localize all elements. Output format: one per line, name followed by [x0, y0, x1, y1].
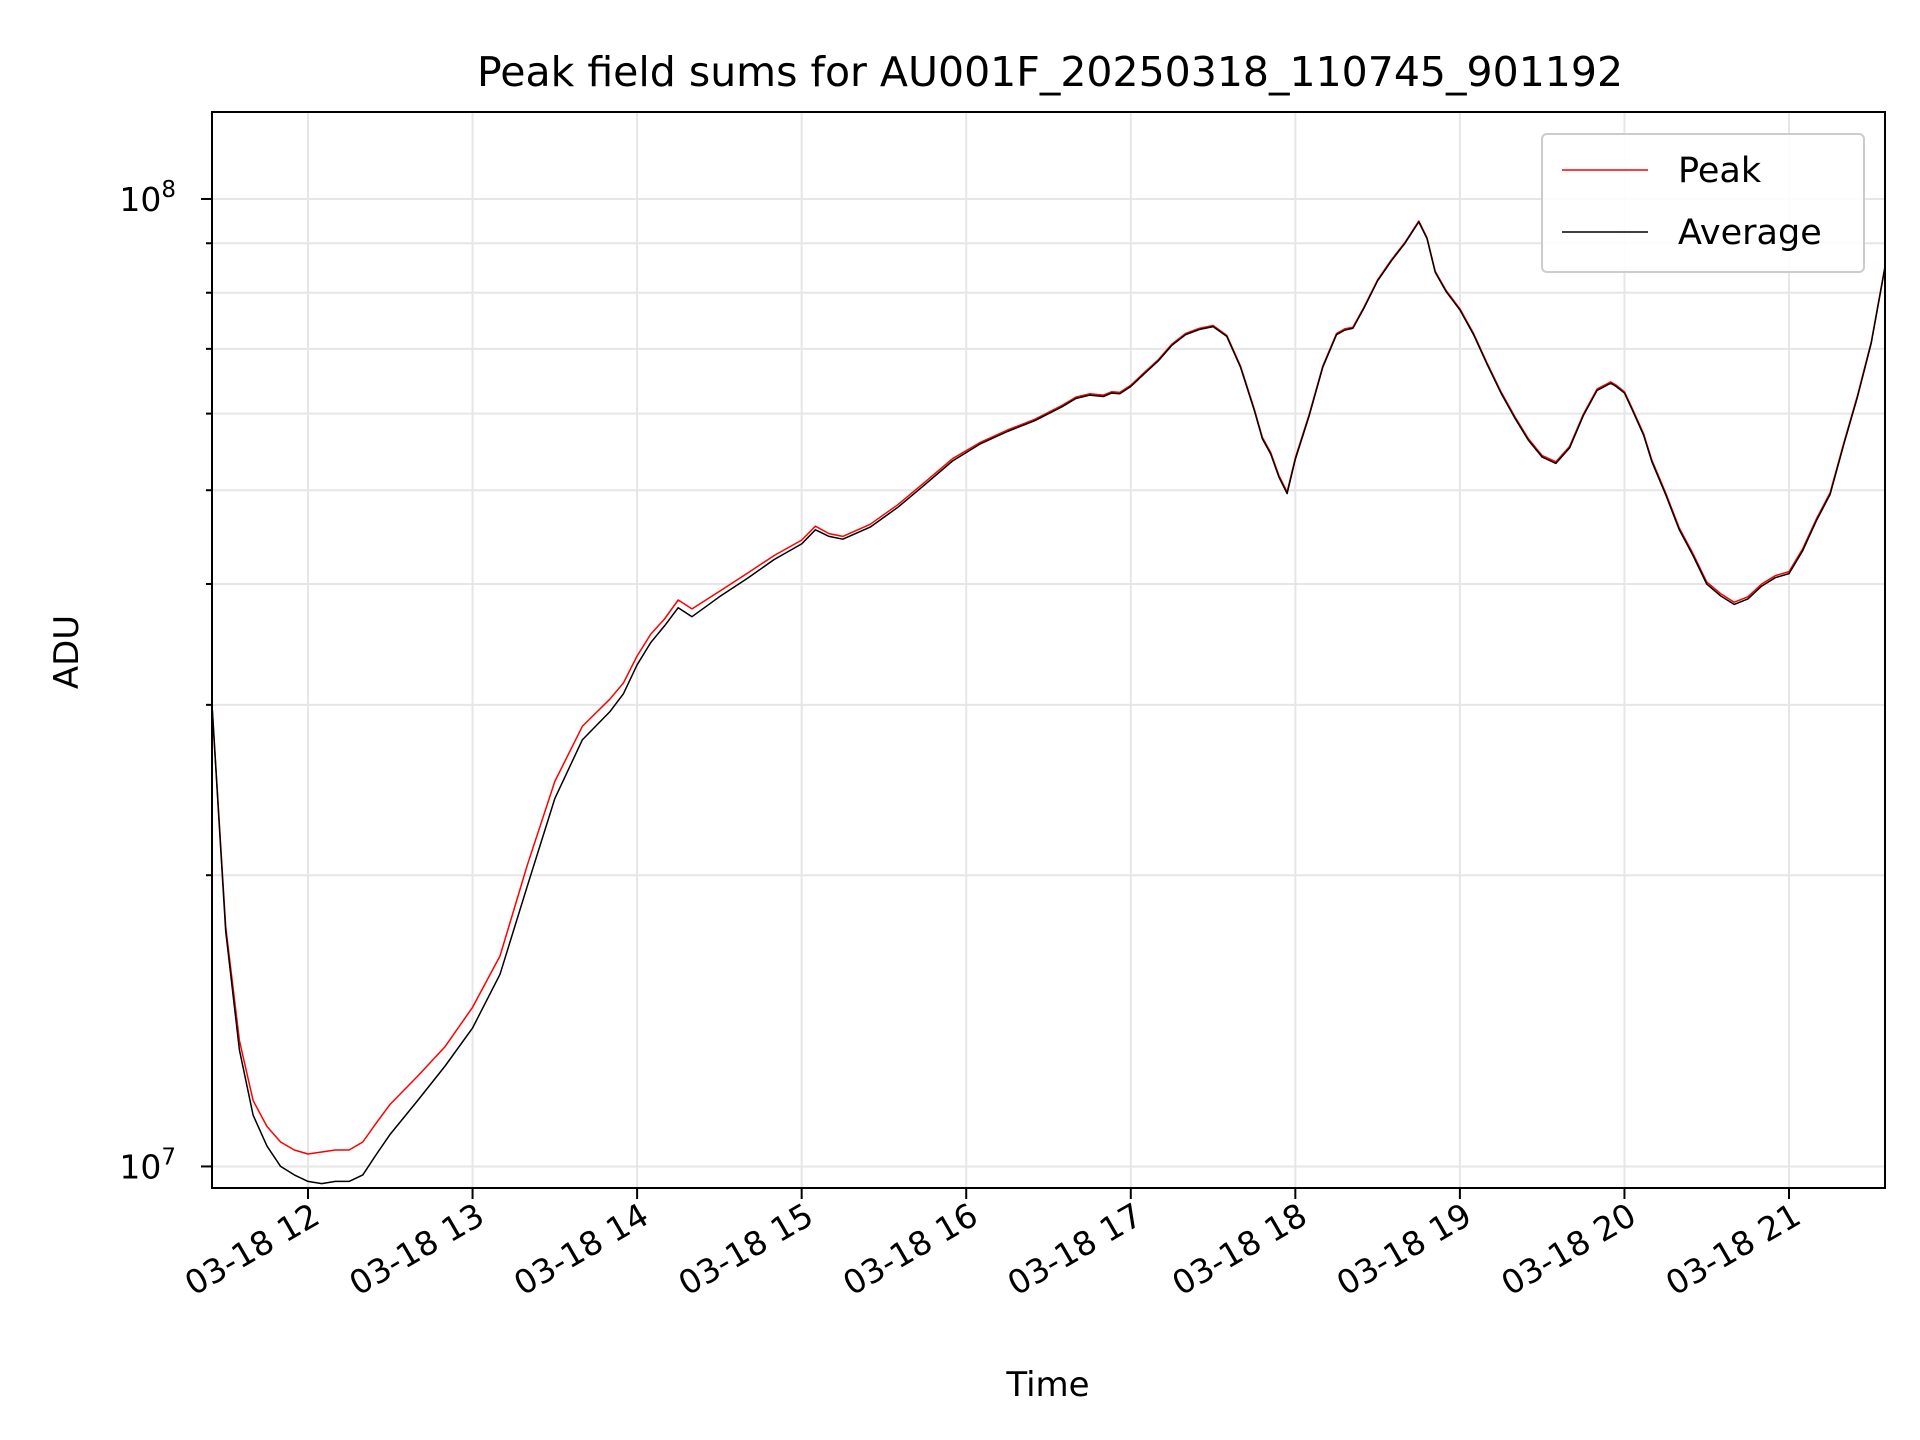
chart-title: Peak field sums for AU001F_20250318_1107…	[477, 48, 1623, 96]
x-axis-label: Time	[1005, 1365, 1089, 1405]
series-layer	[211, 220, 1886, 1185]
legend-box	[1541, 133, 1865, 273]
plot-frame	[211, 111, 1886, 1189]
y-axis: 107 108	[119, 177, 212, 1186]
series-line-average	[211, 221, 1886, 1185]
y-tick-label: 108	[119, 177, 176, 219]
grid	[212, 112, 1885, 1188]
legend-label-average: Average	[1678, 213, 1822, 253]
legend-label-peak: Peak	[1678, 151, 1762, 191]
y-axis-label: ADU	[47, 615, 87, 689]
y-tick-label: 107	[119, 1144, 176, 1186]
legend: Peak Average	[1541, 133, 1865, 273]
